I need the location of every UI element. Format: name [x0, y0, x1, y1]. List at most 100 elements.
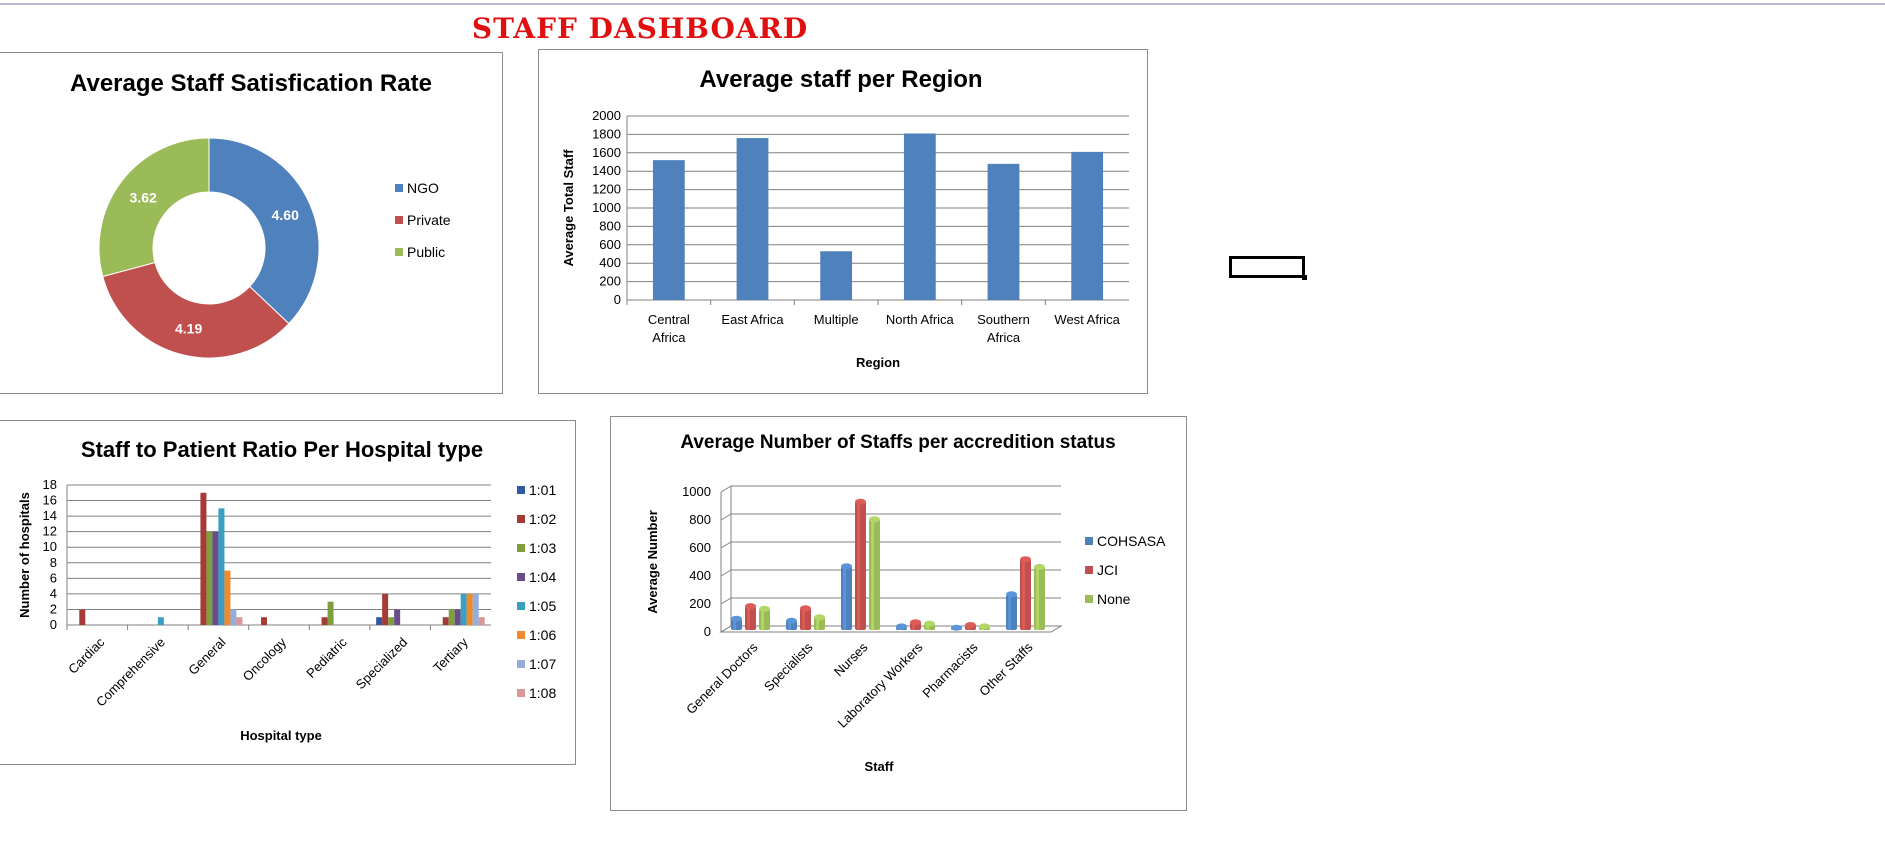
bar-pediatric-1-02	[321, 617, 328, 625]
y-tick-label: 400	[689, 568, 711, 583]
bar-north-africa	[903, 133, 936, 300]
legend-swatch	[517, 573, 525, 581]
accreditation-chart-panel[interactable]: Average Number of Staffs per accredition…	[610, 416, 1187, 811]
bar-highlight	[761, 608, 764, 630]
y-tick-label: 4	[50, 586, 57, 601]
bar-top	[841, 563, 852, 570]
x-axis-label: Hospital type	[240, 728, 322, 743]
legend-swatch	[395, 216, 403, 224]
bar-highlight	[857, 501, 860, 630]
floor	[719, 625, 1063, 633]
bar-general-1-06	[224, 570, 231, 625]
bar-specialized-1-04	[394, 609, 401, 625]
bar-top	[731, 615, 742, 622]
bar-highlight	[1008, 594, 1011, 630]
bar-general-1-05	[218, 508, 225, 625]
x-tick-label: Oncology	[240, 634, 290, 684]
legend-swatch	[1085, 566, 1093, 574]
bar-pediatric-1-03	[327, 601, 334, 625]
legend-swatch	[1085, 595, 1093, 603]
legend-item: NGO	[407, 180, 439, 196]
y-axis-label: Number of hospitals	[17, 492, 32, 618]
bar-highlight	[802, 608, 805, 630]
legend-swatch	[517, 486, 525, 494]
bar-multiple	[820, 251, 853, 300]
x-tick-label: Pharmacists	[919, 639, 981, 701]
selected-cell[interactable]	[1229, 256, 1307, 280]
y-tick-label: 1000	[682, 484, 711, 499]
bar-general-1-02	[200, 492, 207, 625]
x-axis-label: Region	[856, 355, 900, 370]
gridline-side	[720, 513, 732, 521]
bar-highlight	[747, 606, 750, 630]
gridline-side	[720, 597, 732, 605]
legend-swatch	[395, 184, 403, 192]
bar-top	[745, 603, 756, 610]
bar-general-doctors-jci	[745, 606, 756, 630]
x-axis-label: Staff	[865, 759, 895, 774]
y-tick-label: 200	[689, 596, 711, 611]
bar-east-africa	[736, 138, 769, 300]
donut-slice-private	[102, 261, 290, 359]
bar-top	[1034, 563, 1045, 570]
y-tick-label: 1000	[592, 200, 621, 215]
x-tick-label: Multiple	[814, 312, 859, 327]
chart-title: Staff to Patient Ratio Per Hospital type	[81, 437, 483, 462]
bar-comprehensive-1-05	[157, 617, 164, 625]
legend-item: 1:06	[529, 627, 556, 643]
x-tick-label: Southern	[977, 312, 1030, 327]
x-tick-label: Nurses	[831, 639, 871, 679]
bar-nurses-cohsasa	[841, 566, 852, 630]
bar-specialists-jci	[800, 608, 811, 630]
ratio-chart-panel[interactable]: Staff to Patient Ratio Per Hospital type…	[0, 420, 576, 765]
y-tick-label: 400	[599, 255, 621, 270]
ratio-chart: Staff to Patient Ratio Per Hospital type…	[17, 437, 556, 743]
y-tick-label: 1600	[592, 145, 621, 160]
bar-top	[910, 619, 921, 626]
bar-tertiary-1-07	[472, 593, 479, 625]
legend-swatch	[517, 689, 525, 697]
legend-swatch	[395, 248, 403, 256]
bar-general-1-03	[206, 531, 213, 625]
bar-highlight	[733, 618, 736, 630]
bar-top	[1006, 591, 1017, 598]
y-tick-label: 8	[50, 555, 57, 570]
satisfaction-chart: Average Staff Satisfication Rate 4.60 4.19…	[70, 70, 451, 359]
x-tick-label: East Africa	[721, 312, 784, 327]
region-chart-panel[interactable]: Average staff per Region 0 200 400 600 800 100…	[538, 49, 1148, 394]
y-tick-label: 600	[599, 237, 621, 252]
legend-swatch	[517, 544, 525, 552]
legend-swatch	[517, 515, 525, 523]
legend-item: 1:05	[529, 598, 556, 614]
donut-slice-ngo	[208, 137, 320, 325]
legend-swatch	[517, 660, 525, 668]
bar-top	[896, 623, 907, 630]
donut-slice-public	[98, 137, 210, 278]
x-tick-label: Other Staffs	[976, 639, 1036, 699]
bar-highlight	[1036, 566, 1039, 630]
bar-general-1-08	[236, 617, 243, 625]
accreditation-chart: Average Number of Staffs per accredition…	[645, 432, 1166, 774]
y-tick-label: 200	[599, 274, 621, 289]
legend-item: 1:03	[529, 540, 556, 556]
y-tick-label: 600	[689, 540, 711, 555]
chart-title: Average Number of Staffs per accredition…	[680, 432, 1115, 453]
bar-tertiary-1-05	[460, 593, 467, 625]
legend-item: Private	[407, 212, 451, 228]
bar-tertiary-1-02	[442, 617, 449, 625]
bar-other-staffs-none	[1034, 566, 1045, 630]
data-label: 4.60	[272, 207, 299, 223]
bar-highlight	[1022, 559, 1025, 630]
chart-title: Average staff per Region	[699, 66, 982, 93]
bar-highlight	[871, 519, 874, 630]
legend-item: Public	[407, 244, 445, 260]
satisfaction-chart-panel[interactable]: Average Staff Satisfication Rate 4.60 4.19…	[0, 52, 503, 394]
bar-top	[951, 624, 962, 631]
bar-cardiac-1-02	[79, 609, 86, 625]
bar-highlight	[912, 622, 915, 630]
y-tick-label: 800	[599, 218, 621, 233]
x-tick-label: West Africa	[1054, 312, 1120, 327]
gridline-side	[720, 541, 732, 549]
x-tick-label: Africa	[987, 330, 1021, 345]
y-axis-label: Average Total Staff	[561, 149, 576, 267]
